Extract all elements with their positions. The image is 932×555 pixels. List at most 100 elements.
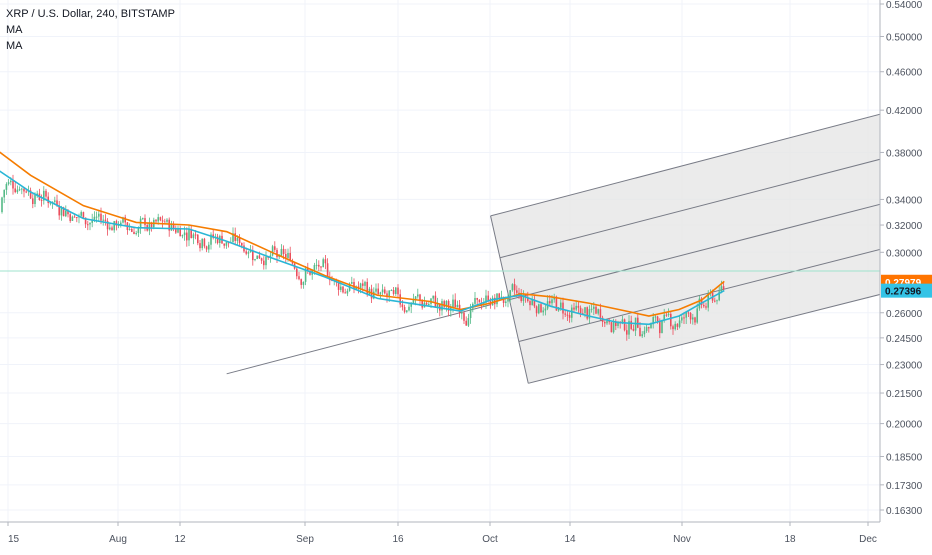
grid bbox=[0, 0, 880, 522]
candle-body bbox=[722, 286, 725, 290]
price-axis-label: 0.17300 bbox=[886, 481, 923, 492]
candle-body bbox=[3, 189, 5, 198]
candle-body bbox=[667, 313, 670, 315]
candle-body bbox=[584, 307, 586, 314]
time-axis-label: 12 bbox=[174, 534, 186, 545]
candle-body bbox=[188, 229, 190, 241]
candle-body bbox=[54, 200, 56, 202]
candle-body bbox=[595, 306, 597, 314]
candle-body bbox=[654, 316, 657, 318]
candle-body bbox=[313, 265, 316, 271]
candle-body bbox=[513, 284, 516, 291]
candle-body bbox=[179, 228, 181, 237]
candle-body bbox=[236, 237, 239, 241]
candle-body bbox=[608, 320, 610, 323]
candle-body bbox=[208, 244, 210, 250]
candle-body bbox=[60, 207, 63, 216]
candle-body bbox=[135, 233, 137, 235]
candle-body bbox=[201, 238, 203, 249]
candle-body bbox=[159, 217, 162, 221]
candle-body bbox=[359, 283, 362, 289]
candle-body bbox=[344, 292, 346, 294]
candle-body bbox=[102, 219, 104, 221]
candle-body bbox=[461, 312, 463, 314]
candle-body bbox=[516, 290, 518, 293]
price-tag-label: 0.27979 bbox=[885, 278, 922, 289]
candle-body bbox=[205, 246, 208, 250]
candle-body bbox=[505, 301, 507, 303]
candle-body bbox=[390, 290, 393, 292]
candle-body bbox=[309, 270, 311, 275]
candle-body bbox=[621, 319, 624, 323]
candle-body bbox=[95, 216, 98, 218]
candle-body bbox=[650, 324, 652, 329]
chart-title: XRP / U.S. Dollar, 240, BITSTAMP bbox=[6, 8, 175, 20]
candle-body bbox=[542, 310, 544, 313]
candle-body bbox=[210, 234, 212, 245]
candle-body bbox=[18, 189, 21, 191]
indicator-ma-1[interactable]: MA bbox=[6, 24, 23, 36]
candle-body bbox=[247, 252, 250, 254]
time-axis-label: 15 bbox=[8, 534, 20, 545]
candle-body bbox=[714, 300, 716, 302]
candle-body bbox=[414, 296, 417, 300]
candle-body bbox=[315, 264, 318, 266]
candle-body bbox=[720, 286, 723, 292]
candle-body bbox=[98, 213, 100, 217]
candle-body bbox=[469, 308, 472, 319]
candle-body bbox=[441, 301, 443, 311]
pitchfork-median-line bbox=[509, 190, 932, 301]
candle-body bbox=[718, 291, 720, 301]
candle-body bbox=[12, 180, 14, 189]
candle-body bbox=[661, 320, 663, 334]
candle-body bbox=[80, 212, 82, 216]
price-tag-label: 0.27396 bbox=[885, 287, 922, 298]
candle-body bbox=[5, 184, 8, 190]
candle-body bbox=[142, 218, 144, 220]
candle-body bbox=[304, 268, 307, 282]
candle-body bbox=[577, 305, 580, 308]
candle-body bbox=[639, 327, 641, 337]
candle-body bbox=[555, 296, 558, 311]
candle-body bbox=[318, 264, 320, 267]
candle-body bbox=[49, 202, 52, 204]
candle-body bbox=[527, 297, 529, 302]
candle-body bbox=[544, 308, 547, 311]
candle-body bbox=[678, 320, 681, 327]
candle-body bbox=[443, 301, 445, 307]
candle-body bbox=[245, 251, 247, 254]
indicator-ma-2[interactable]: MA bbox=[6, 40, 23, 52]
candle-body bbox=[641, 334, 643, 337]
candle-body bbox=[287, 252, 289, 258]
ma-line-orange bbox=[0, 151, 725, 317]
candle-body bbox=[16, 189, 19, 193]
candle-body bbox=[452, 299, 454, 308]
candle-body bbox=[10, 180, 12, 183]
candle-body bbox=[280, 248, 283, 256]
candle-body bbox=[56, 200, 58, 206]
candle-body bbox=[223, 243, 225, 246]
candle-body bbox=[32, 198, 34, 205]
candle-body bbox=[34, 195, 36, 205]
candle-body bbox=[568, 315, 571, 318]
candle-body bbox=[417, 294, 419, 297]
candle-body bbox=[366, 281, 368, 295]
candle-body bbox=[298, 276, 300, 280]
candle-body bbox=[663, 314, 665, 321]
candle-body bbox=[258, 255, 261, 259]
candle-body bbox=[192, 234, 195, 239]
candle-body bbox=[685, 312, 687, 318]
candle-body bbox=[617, 321, 619, 326]
candle-body bbox=[716, 300, 718, 302]
price-axis-label: 0.26000 bbox=[886, 309, 923, 320]
candle-body bbox=[694, 317, 696, 323]
candle-body bbox=[476, 298, 478, 300]
candle-body bbox=[133, 231, 135, 235]
candle-body bbox=[630, 320, 632, 329]
candle-body bbox=[157, 217, 159, 222]
candle-body bbox=[148, 222, 151, 231]
candle-body bbox=[175, 229, 177, 233]
candle-body bbox=[610, 322, 613, 333]
candle-body bbox=[131, 228, 133, 232]
candle-body bbox=[606, 320, 608, 324]
